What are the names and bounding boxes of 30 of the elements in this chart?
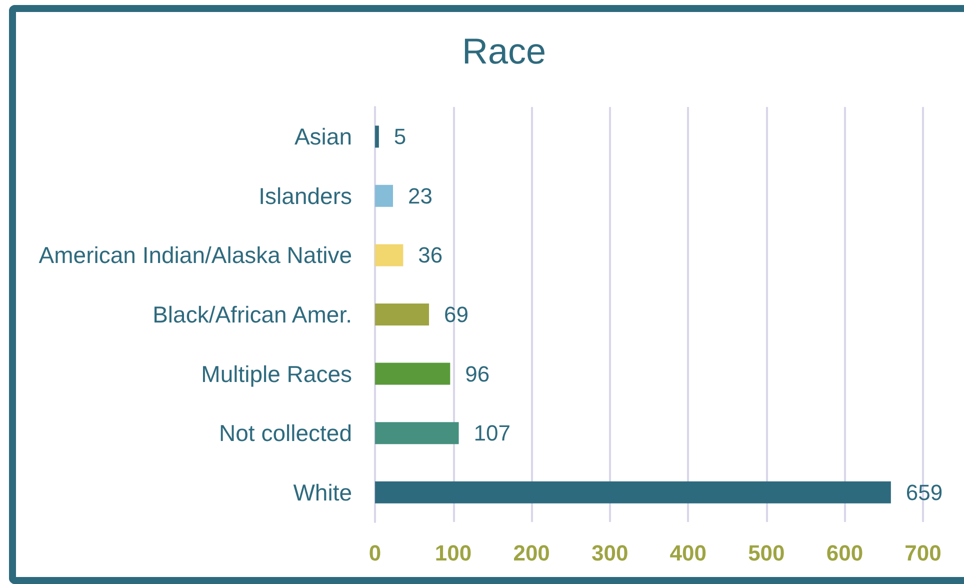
bar xyxy=(375,362,450,385)
bar xyxy=(375,126,379,148)
data-label: 36 xyxy=(418,242,443,268)
x-tick-label: 200 xyxy=(513,540,550,566)
x-tick-label: 500 xyxy=(748,540,785,566)
y-tick-label: American Indian/Alaska Native xyxy=(38,242,352,268)
y-tick-label: Islanders xyxy=(258,182,352,209)
x-tick-label: 400 xyxy=(670,540,706,566)
data-label: 96 xyxy=(465,361,490,386)
bar xyxy=(375,422,459,444)
bar xyxy=(375,244,404,266)
y-tick-label: Black/African Amer. xyxy=(152,302,352,328)
data-label: 69 xyxy=(444,302,468,327)
x-tick-label: 600 xyxy=(826,540,864,566)
data-label: 107 xyxy=(474,420,510,446)
y-tick-label: Multiple Races xyxy=(201,360,352,387)
x-tick-label: 100 xyxy=(434,540,472,566)
data-label: 659 xyxy=(906,480,943,505)
chart-title: Race xyxy=(462,30,546,72)
data-label: 5 xyxy=(394,124,406,150)
y-tick-label: White xyxy=(293,479,352,506)
bar xyxy=(375,481,891,504)
y-tick-label: Not collected xyxy=(219,420,352,446)
y-tick-label: Asian xyxy=(294,124,352,150)
bar xyxy=(375,184,394,207)
data-label: 23 xyxy=(408,183,432,208)
x-tick-label: 700 xyxy=(904,540,942,566)
x-tick-label: 0 xyxy=(368,540,382,566)
bar xyxy=(375,304,430,326)
x-tick-label: 300 xyxy=(592,540,628,566)
